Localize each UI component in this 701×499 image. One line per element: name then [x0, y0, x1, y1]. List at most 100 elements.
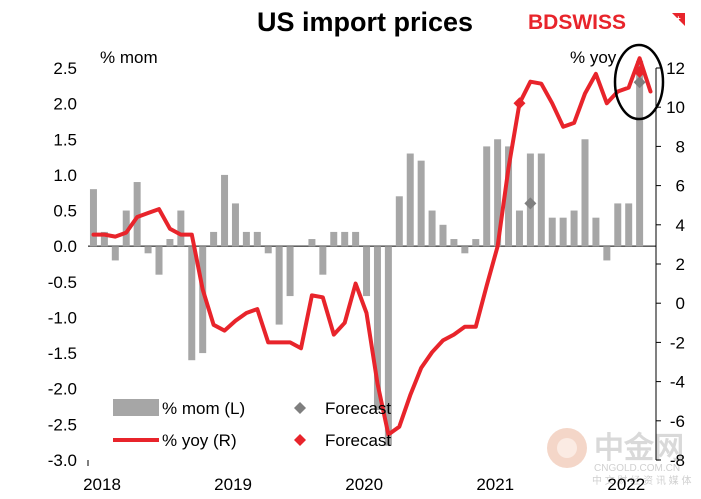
mom-bar [177, 210, 185, 247]
left-tick-label: 0.0 [53, 237, 77, 256]
mom-bar [581, 139, 589, 247]
svg-text:+: + [676, 14, 681, 23]
x-tick-label: 2020 [345, 475, 383, 494]
left-tick-label: -2.5 [48, 415, 77, 434]
mom-bar [373, 246, 381, 411]
mom-bar [625, 203, 633, 247]
mom-bar [363, 246, 371, 297]
right-tick-label: 2 [676, 255, 685, 274]
legend-forecast-mom-marker [294, 402, 306, 414]
mom-bar [548, 217, 556, 247]
left-tick-label: -1.5 [48, 344, 77, 363]
right-tick-label: 12 [666, 59, 685, 78]
mom-bar [417, 160, 425, 247]
right-tick-label: -6 [670, 412, 685, 431]
left-tick-label: -1.0 [48, 308, 77, 327]
legend-forecast-mom: Forecast [325, 399, 391, 418]
mom-bar [210, 231, 218, 247]
mom-bar [515, 210, 523, 247]
brand-logo: BDSWISS + [528, 11, 685, 34]
mom-bar [264, 246, 272, 254]
mom-bar [319, 246, 327, 275]
svg-text:BDSWISS: BDSWISS [528, 11, 626, 34]
mom-bar [275, 246, 283, 325]
forecast-yoy-marker [633, 65, 646, 78]
right-tick-label: 4 [676, 216, 685, 235]
mom-bar [144, 246, 152, 254]
mom-bar [537, 153, 545, 247]
mom-bar [384, 246, 392, 446]
watermark-subtext: CNGOLD.COM.CN [594, 463, 680, 474]
legend-forecast-yoy: Forecast [325, 431, 391, 450]
legend-forecast-yoy-marker [294, 434, 306, 446]
right-tick-label: 6 [676, 177, 685, 196]
mom-bar [166, 239, 174, 247]
mom-bar [592, 217, 600, 247]
mom-bar [352, 231, 360, 247]
mom-bar [472, 239, 480, 247]
left-axis-ticks: 2.5 2.0 1.5 1.0 0.5 0.0 -0.5 -1.0 -1.5 -2.0 -2.5 -3… [48, 59, 77, 470]
left-tick-label: 0.5 [53, 202, 77, 221]
mom-bar [188, 246, 196, 361]
yoy-line [91, 56, 653, 437]
x-tick-label: 2018 [83, 475, 121, 494]
left-tick-label: 2.0 [53, 95, 77, 114]
mom-bar [122, 210, 130, 247]
mom-bar [155, 246, 163, 275]
left-tick-label: -0.5 [48, 273, 77, 292]
forecast-markers [513, 65, 646, 210]
mom-bar [450, 239, 458, 247]
mom-bar [614, 203, 622, 247]
mom-bar [494, 139, 502, 247]
left-tick-label: -3.0 [48, 451, 77, 470]
legend: % mom (L) Forecast % yoy (R) Forecast [113, 399, 391, 450]
mom-bar [395, 196, 403, 247]
right-tick-label: -4 [670, 373, 685, 392]
right-tick-label: -2 [670, 333, 685, 352]
mom-bar [133, 182, 141, 247]
mom-bar [439, 224, 447, 247]
brand-part1: BD [528, 11, 558, 34]
left-tick-label: -2.0 [48, 380, 77, 399]
right-tick-label: 10 [666, 98, 685, 117]
right-axis-ticks: 12 10 8 6 4 2 0 -2 -4 -6 -8 [656, 59, 685, 470]
mom-bar [253, 231, 261, 247]
mom-bar [406, 153, 414, 247]
mom-bar [89, 189, 97, 247]
legend-yoy: % yoy (R) [162, 431, 237, 450]
forecast-mom-marker [633, 76, 646, 89]
x-tick-label: 2022 [607, 475, 645, 494]
left-tick-label: 1.0 [53, 166, 77, 185]
x-tick-label: 2019 [214, 475, 252, 494]
right-tick-label: 8 [676, 137, 685, 156]
mom-bar [221, 174, 229, 247]
mom-bar [461, 246, 469, 254]
mom-bar [100, 231, 108, 247]
mom-bar [286, 246, 294, 297]
mom-bar [570, 210, 578, 247]
forecast-mom-marker [524, 197, 537, 210]
mom-bar [330, 231, 338, 247]
left-axis-label: % mom [100, 48, 158, 67]
mom-bar [559, 217, 567, 247]
watermark-text: 中金网 [594, 431, 684, 465]
x-axis-ticks: 2018 2019 2020 2021 2022 [83, 475, 645, 494]
mom-bar [231, 203, 239, 247]
mom-bar [603, 246, 611, 261]
legend-bar-swatch [113, 399, 159, 416]
right-tick-label: 0 [676, 294, 685, 313]
mom-bar [111, 246, 119, 261]
mom-bar [505, 146, 513, 247]
mom-bar [308, 239, 316, 247]
chart-title: US import prices [257, 7, 473, 37]
brand-flag-icon [672, 13, 685, 26]
mom-bar [483, 146, 491, 247]
watermark: 中金网 CNGOLD.COM.CN 中 文 财 经 资 讯 媒 体 [547, 428, 691, 487]
forecast-yoy-marker [513, 97, 526, 110]
legend-mom: % mom (L) [162, 399, 245, 418]
mom-bar [636, 60, 644, 247]
mom-bar [428, 210, 436, 247]
watermark-cn-subtext: 中 文 财 经 资 讯 媒 体 [592, 474, 691, 487]
left-tick-label: 2.5 [53, 59, 77, 78]
